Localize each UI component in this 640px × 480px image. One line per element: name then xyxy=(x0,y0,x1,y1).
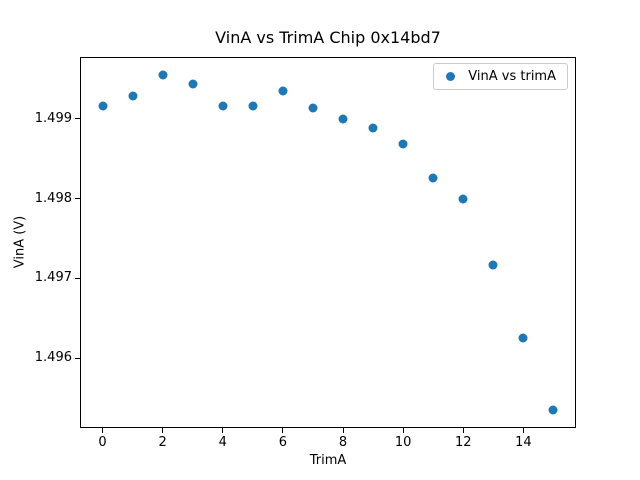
legend-marker-dot xyxy=(446,72,456,81)
y-tick-mark xyxy=(75,198,80,200)
x-tick-label: 10 xyxy=(394,435,412,450)
data-point xyxy=(308,103,318,113)
legend-label: VinA vs trimA xyxy=(468,69,556,84)
data-point xyxy=(518,333,528,343)
x-tick-label: 2 xyxy=(158,435,167,450)
x-tick-mark xyxy=(102,428,104,433)
x-tick-mark xyxy=(522,428,524,433)
x-tick-mark xyxy=(222,428,224,433)
data-point xyxy=(368,123,378,133)
y-tick-mark xyxy=(75,357,80,359)
y-tick-label: 1.499 xyxy=(34,110,72,126)
x-axis-label: TrimA xyxy=(309,453,347,468)
y-axis-label: VinA (V) xyxy=(12,215,28,269)
x-tick-label: 6 xyxy=(278,435,288,450)
data-point xyxy=(278,86,288,96)
x-tick-label: 0 xyxy=(98,435,107,450)
data-point xyxy=(218,101,228,111)
y-tick-label: 1.496 xyxy=(34,350,72,366)
x-tick-label: 14 xyxy=(515,435,532,450)
x-tick-mark xyxy=(462,428,464,433)
plot-area: VinA vs trimA xyxy=(80,57,576,428)
x-tick-mark xyxy=(282,428,284,433)
y-tick-label: 1.497 xyxy=(34,270,72,286)
data-point xyxy=(458,194,468,204)
x-tick-label: 8 xyxy=(338,435,348,450)
y-tick-label: 1.498 xyxy=(34,190,72,206)
x-tick-mark xyxy=(162,428,164,433)
y-tick-mark xyxy=(75,277,80,279)
legend: VinA vs trimA xyxy=(433,63,568,90)
data-point xyxy=(428,173,438,183)
x-tick-mark xyxy=(402,428,404,433)
chart-title: VinA vs TrimA Chip 0x14bd7 xyxy=(215,28,441,47)
data-point xyxy=(548,405,558,415)
x-tick-label: 4 xyxy=(218,435,227,450)
data-point xyxy=(398,139,408,149)
data-point xyxy=(248,101,258,111)
data-point xyxy=(188,79,198,89)
data-point xyxy=(98,101,108,111)
data-point xyxy=(158,70,168,80)
x-tick-label: 12 xyxy=(454,435,472,450)
x-tick-mark xyxy=(342,428,344,433)
data-point xyxy=(128,91,138,101)
data-point xyxy=(488,260,498,270)
data-point xyxy=(338,114,348,124)
y-tick-mark xyxy=(75,118,80,120)
